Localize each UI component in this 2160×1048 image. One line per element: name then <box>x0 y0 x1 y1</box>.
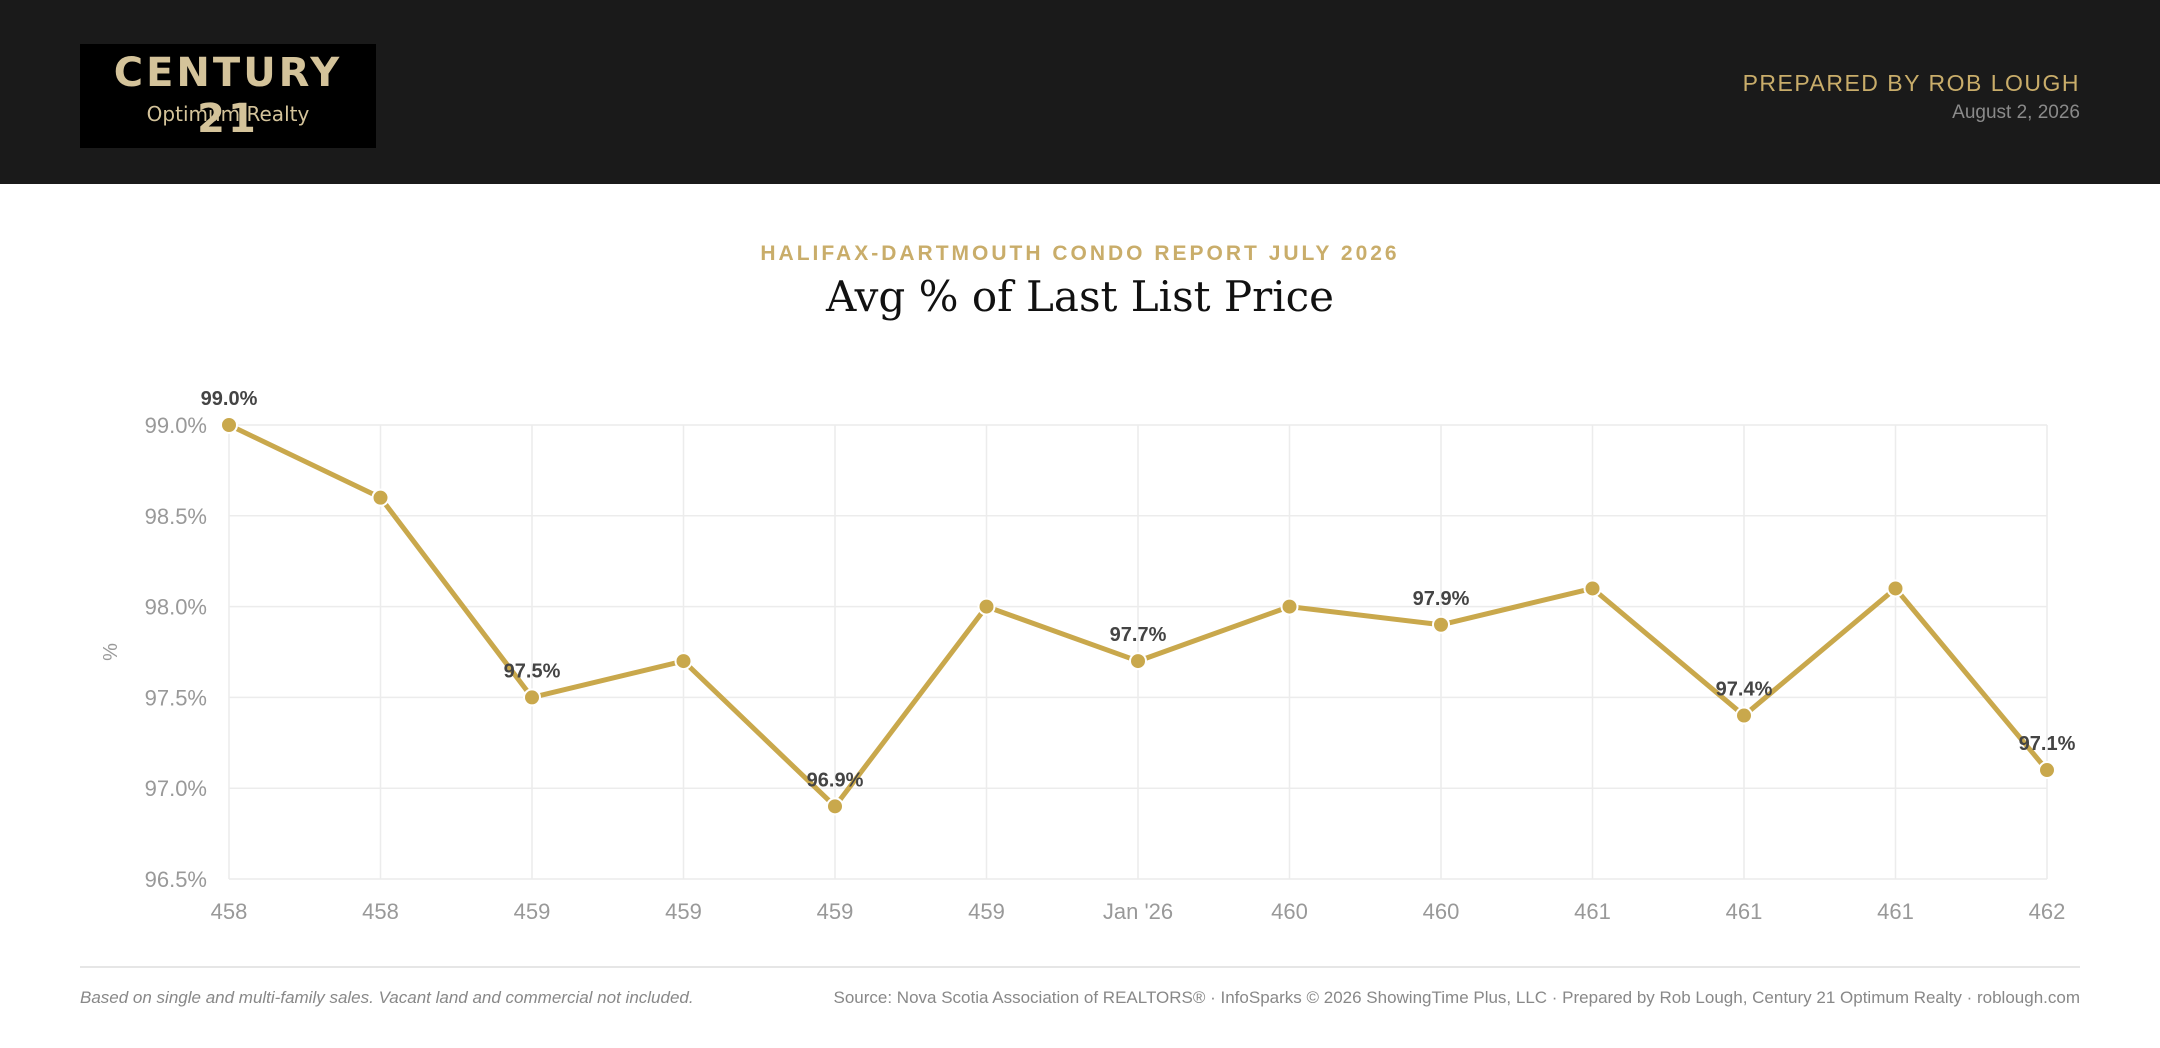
century21-logo: CENTURY 21 Optimum Realty <box>80 44 376 148</box>
report-header: CENTURY 21 Optimum Realty PREPARED BY RO… <box>0 0 2160 184</box>
data-label: 96.9% <box>807 769 864 791</box>
x-tick-label: 458 <box>362 899 399 924</box>
line-chart: 99.0%98.5%98.0%97.5%97.0%96.5%458 458 459 4… <box>100 388 2076 924</box>
x-tick-label: 459 <box>817 899 854 924</box>
x-tick-label: 458 <box>211 899 248 924</box>
data-point <box>1583 579 1602 598</box>
x-tick-label: 462 <box>2029 899 2066 924</box>
data-label: 97.5% <box>504 660 561 682</box>
y-tick-label: 96.5% <box>145 867 207 892</box>
logo-subtitle: Optimum Realty <box>146 102 310 126</box>
data-label: 97.1% <box>2019 733 2076 755</box>
data-point <box>1735 706 1753 725</box>
data-point <box>1280 597 1299 616</box>
x-tick-label: 461 <box>1574 899 1611 924</box>
data-point <box>220 416 238 434</box>
data-label: 97.9% <box>1413 588 1470 610</box>
y-tick-label: 97.0% <box>145 776 207 801</box>
y-tick-label: 98.0% <box>145 595 207 620</box>
y-tick-label: 99.0% <box>145 413 207 438</box>
x-tick-label: 459 <box>968 899 1005 924</box>
data-point <box>826 797 844 816</box>
report-date: August 2, 2026 <box>1952 102 2080 123</box>
data-point <box>2038 761 2056 780</box>
x-tick-label: 459 <box>665 899 702 924</box>
y-tick-label: 98.5% <box>145 504 207 529</box>
x-tick-label: 461 <box>1726 899 1763 924</box>
footer-note: Based on single and multi-family sales. … <box>80 988 694 1007</box>
x-tick-label: 460 <box>1423 899 1460 924</box>
chart-title: Avg % of Last List Price <box>826 272 1334 321</box>
data-label: 97.7% <box>1110 624 1167 646</box>
data-point <box>523 688 541 707</box>
data-label: 99.0% <box>201 388 258 410</box>
prepared-by: PREPARED BY ROB LOUGH <box>1742 70 2080 96</box>
data-point <box>1886 579 1905 598</box>
data-point <box>977 597 996 616</box>
data-point <box>371 488 390 507</box>
footer-source: Source: Nova Scotia Association of REALT… <box>833 988 2081 1007</box>
report-kicker: HALIFAX-DARTMOUTH CONDO REPORT JULY 2026 <box>760 242 1400 265</box>
data-point <box>1432 615 1450 634</box>
data-point <box>1129 652 1147 671</box>
footer-divider <box>80 966 2080 968</box>
x-tick-label: 459 <box>514 899 551 924</box>
x-tick-label: 461 <box>1877 899 1914 924</box>
y-axis-label: % <box>100 643 122 661</box>
x-tick-label: Jan '26 <box>1103 899 1173 924</box>
logo-brand-text: CENTURY 21 <box>113 50 343 142</box>
data-point <box>674 652 693 671</box>
x-tick-label: 460 <box>1271 899 1308 924</box>
data-label: 97.4% <box>1716 679 1773 701</box>
y-tick-label: 97.5% <box>145 685 207 710</box>
